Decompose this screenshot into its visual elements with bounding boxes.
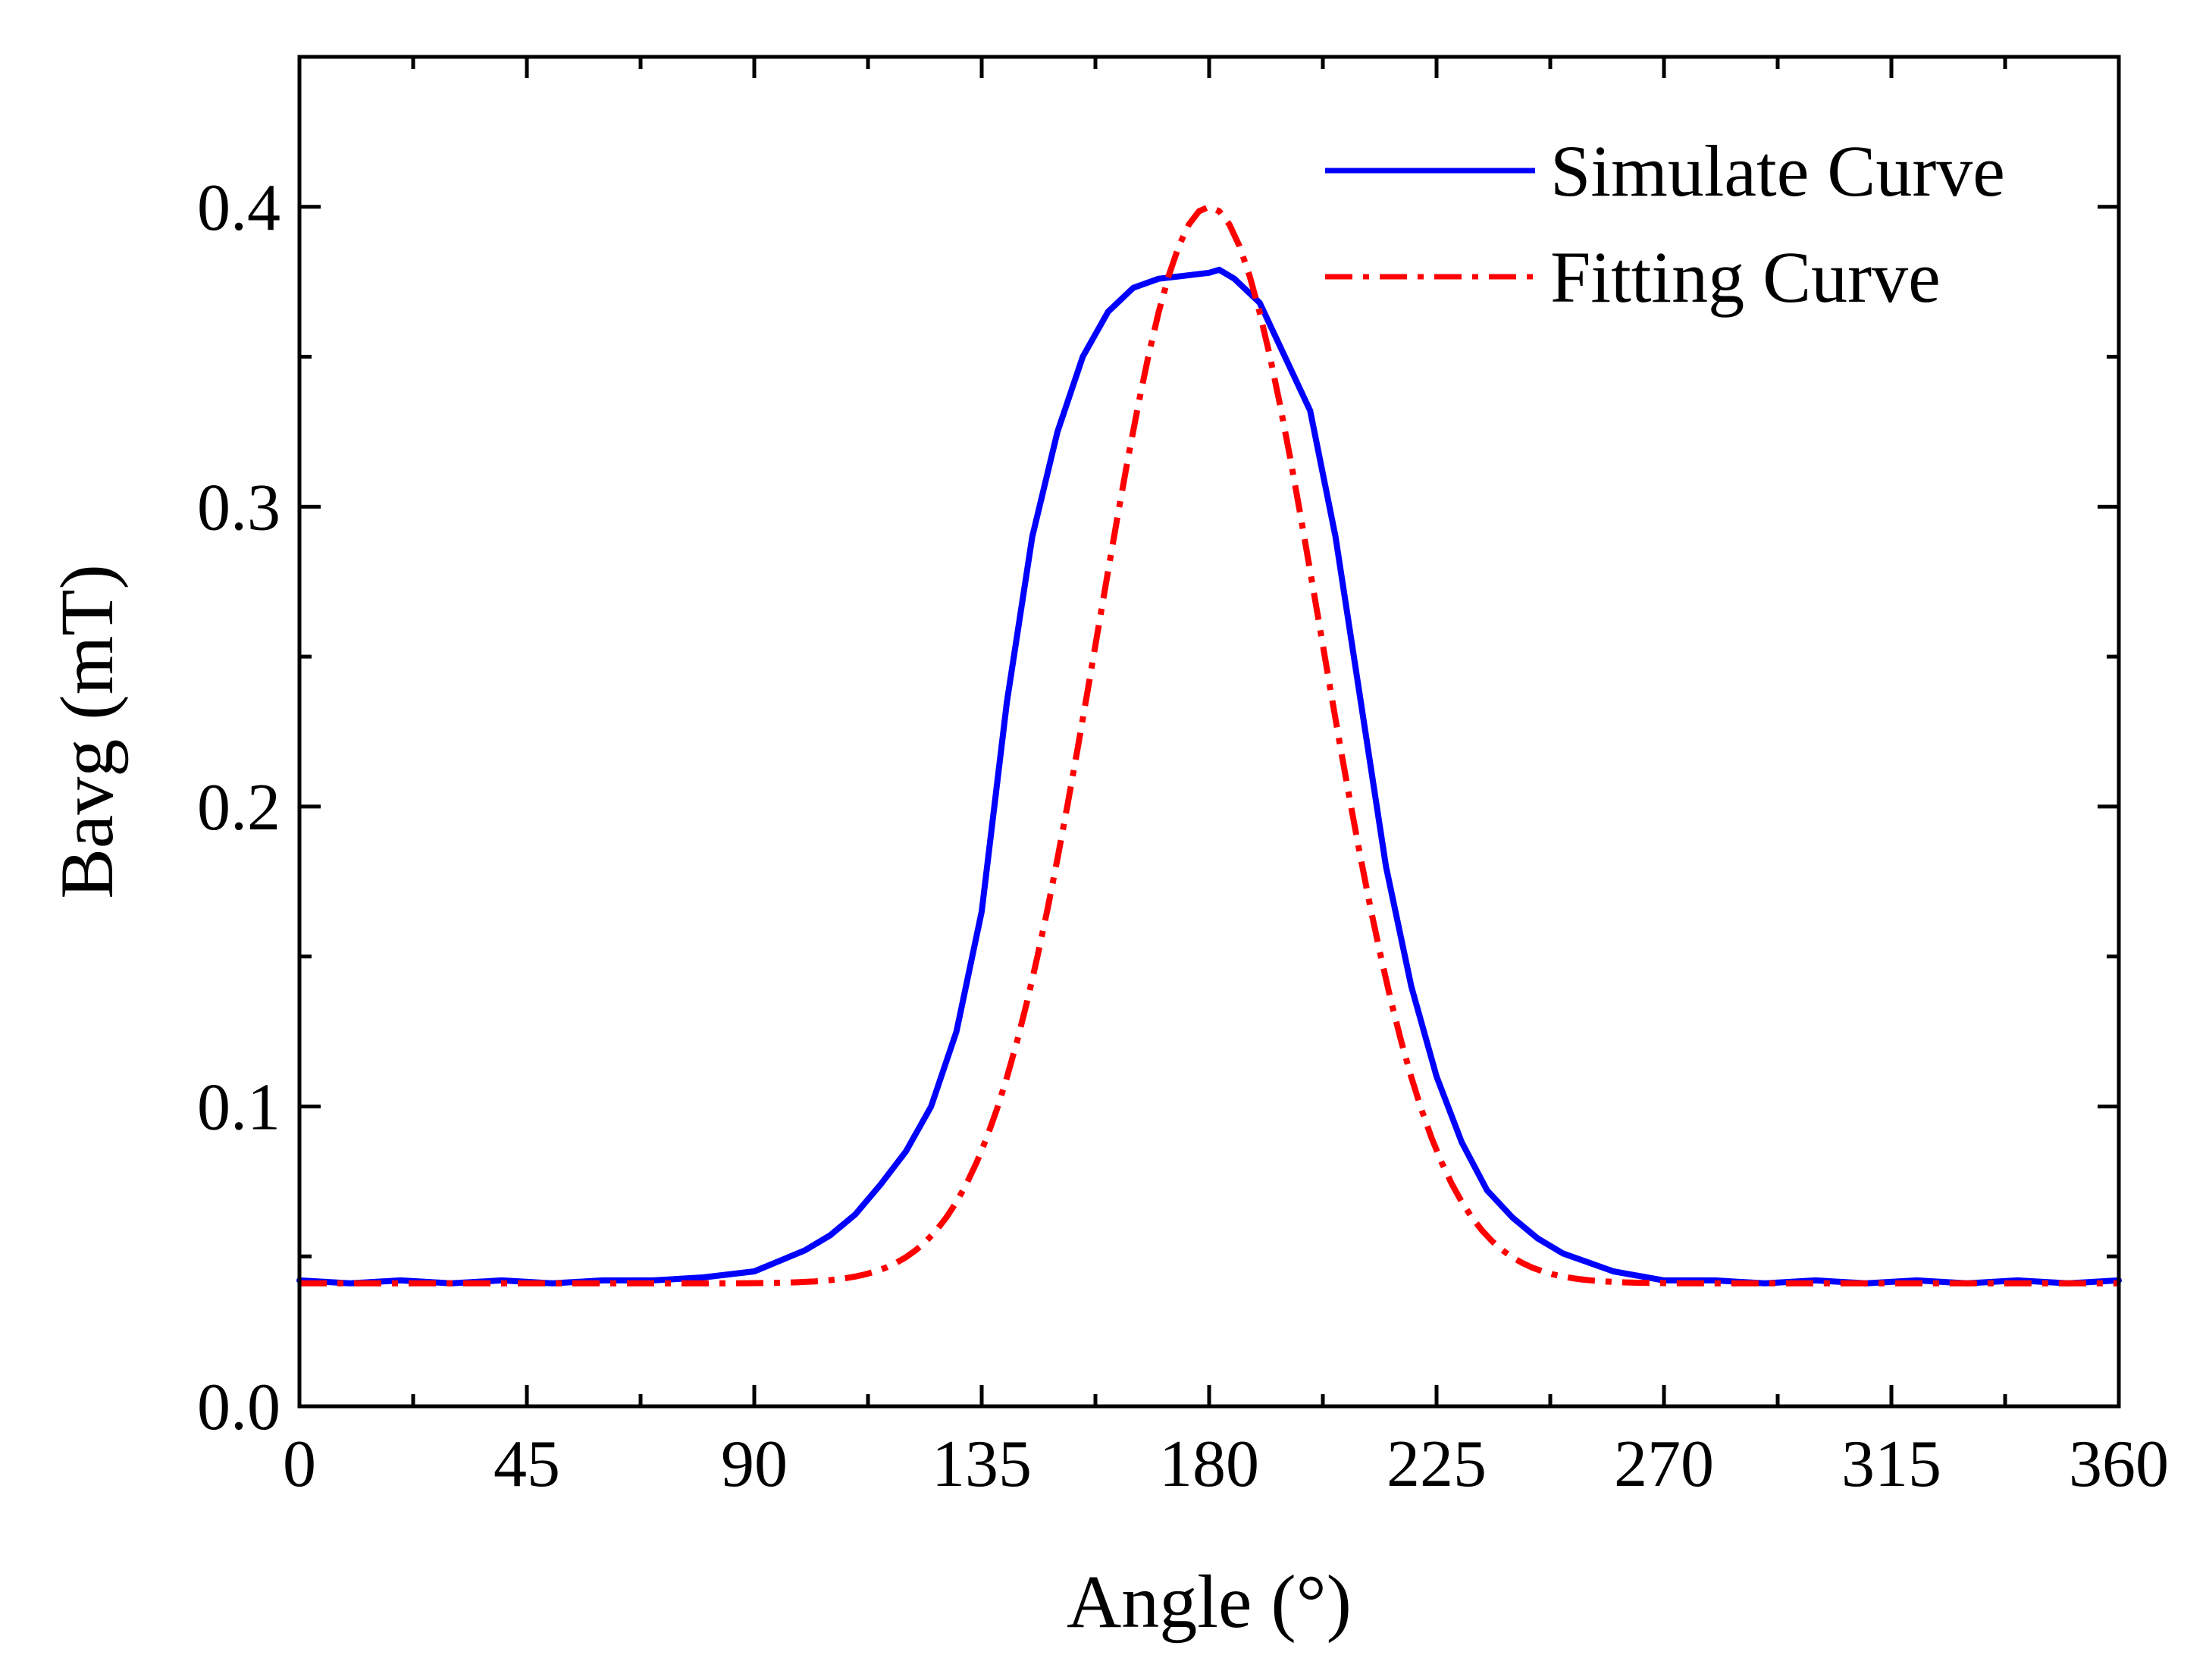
x-tick-label: 180 (1159, 1428, 1259, 1501)
y-tick-label: 0.4 (197, 171, 280, 245)
legend-label-simulate: Simulate Curve (1550, 130, 2005, 212)
series-layer (296, 203, 2122, 1287)
plot-frame (297, 55, 2121, 1409)
y-tick-label: 0.2 (197, 771, 280, 845)
x-tick-label: 135 (932, 1428, 1032, 1501)
ticks-layer (297, 55, 2121, 1409)
x-tick-label: 315 (1841, 1428, 1941, 1501)
x-tick-label: 45 (494, 1428, 560, 1501)
y-tick-label: 0.3 (197, 471, 280, 544)
x-tick-label: 270 (1614, 1428, 1714, 1501)
labels-layer: 0 45 90 135 180 225 270 315 360 0.0 0.1 0.2 0.3 0.4 (197, 171, 2169, 1501)
simulate-curve-line (296, 266, 2122, 1287)
fitting-curve-line (299, 203, 2119, 1287)
x-tick-label: 0 (283, 1428, 316, 1501)
x-axis-title: Angle (°) (1067, 1559, 1352, 1644)
y-tick-label: 0.1 (197, 1070, 280, 1144)
y-tick-label: 0.0 (197, 1371, 280, 1444)
x-tick-label: 225 (1387, 1428, 1487, 1501)
x-tick-label: 90 (721, 1428, 788, 1501)
y-axis-title: Bavg (mT) (45, 564, 129, 899)
legend: Simulate Curve Fitting Curve (1325, 130, 2005, 318)
legend-label-fitting: Fitting Curve (1550, 237, 1941, 318)
x-tick-label: 360 (2069, 1428, 2169, 1501)
